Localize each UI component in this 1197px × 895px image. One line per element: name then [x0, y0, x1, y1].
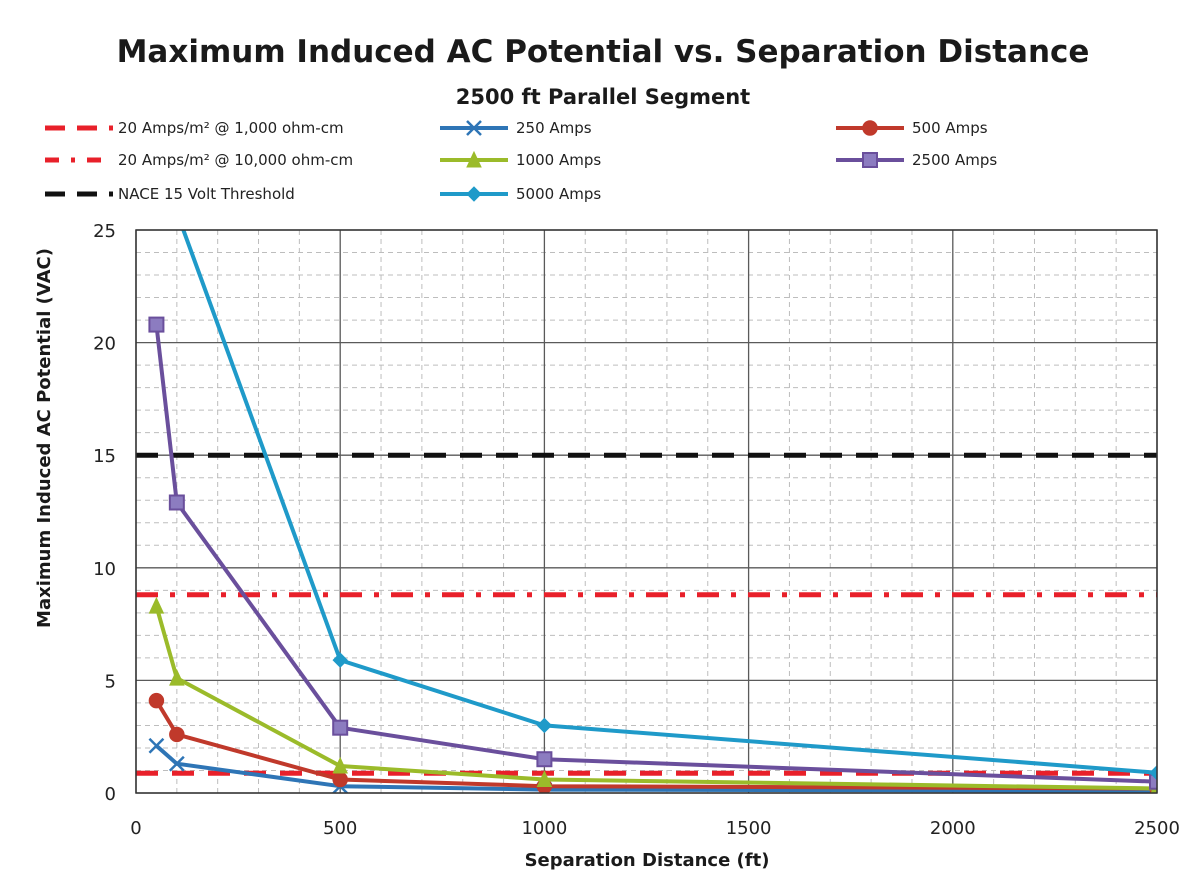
plot-frame: [135, 229, 1158, 794]
legend-label: NACE 15 Volt Threshold: [118, 185, 295, 203]
y-tick-label: 25: [93, 221, 116, 242]
x-tick-label: 2500: [1134, 818, 1180, 839]
x-tick-label: 500: [323, 818, 357, 839]
data-point: [536, 717, 553, 734]
data-point: [536, 751, 553, 768]
data-point: [168, 494, 185, 511]
x-tick-label: 0: [130, 818, 141, 839]
legend-marker: [862, 152, 878, 168]
data-point: [168, 755, 185, 772]
legend-label: 20 Amps/m² @ 10,000 ohm-cm: [118, 151, 353, 169]
data-point: [1149, 765, 1157, 781]
series-2500-amps: [148, 316, 1157, 790]
x-tick-label: 1500: [726, 818, 772, 839]
data-point: [332, 652, 348, 668]
data-point: [148, 596, 165, 614]
legend-label: 20 Amps/m² @ 1,000 ohm-cm: [118, 119, 344, 137]
series-layer: [136, 230, 1157, 793]
legend-marker: [862, 120, 878, 136]
grid: [135, 229, 1158, 794]
series-5000-amps: [181, 230, 1157, 781]
axes: 0 500 1000 1500 2000 2500 0 5 10 15 20 25: [93, 221, 1180, 839]
chart-subtitle: 2500 ft Parallel Segment: [456, 85, 750, 109]
legend-label: 2500 Amps: [912, 151, 997, 169]
legend: 20 Amps/m² @ 1,000 ohm-cm 20 Amps/m² @ 10…: [45, 119, 997, 203]
legend-marker: [466, 186, 482, 202]
legend-label: 5000 Amps: [516, 185, 601, 203]
y-tick-label: 0: [105, 784, 116, 805]
data-point: [169, 668, 185, 686]
legend-item-2500-amps: 2500 Amps: [836, 151, 997, 169]
x-axis-title: Separation Distance (ft): [525, 850, 770, 871]
y-tick-label: 5: [105, 671, 116, 692]
x-tick-label: 1000: [521, 818, 567, 839]
x-tick-label: 2000: [930, 818, 976, 839]
legend-marker: [466, 150, 482, 168]
data-point: [1149, 773, 1157, 790]
y-axis-title: Maximum Induced AC Potential (VAC): [34, 248, 55, 628]
chart-title: Maximum Induced AC Potential vs. Separat…: [117, 34, 1090, 70]
legend-item-5000-amps: 5000 Amps: [440, 185, 601, 203]
data-point: [148, 737, 165, 754]
series-1000-amps: [148, 596, 1157, 793]
legend-item-250-amps: 250 Amps: [440, 119, 592, 137]
y-tick-label: 15: [93, 446, 116, 467]
legend-item-20-amps-m-10-000-ohm-cm: 20 Amps/m² @ 10,000 ohm-cm: [45, 151, 353, 169]
y-tick-label: 10: [93, 559, 116, 580]
data-point: [332, 719, 349, 736]
data-point: [332, 756, 348, 774]
data-point: [536, 770, 553, 787]
legend-item-500-amps: 500 Amps: [836, 119, 988, 137]
legend-item-20-amps-m-1-000-ohm-cm: 20 Amps/m² @ 1,000 ohm-cm: [45, 119, 344, 137]
data-point: [332, 771, 348, 788]
legend-label: 250 Amps: [516, 119, 592, 137]
legend-label: 500 Amps: [912, 119, 988, 137]
y-tick-label: 20: [93, 334, 116, 355]
data-point: [148, 316, 165, 333]
legend-item-1000-amps: 1000 Amps: [440, 150, 601, 169]
data-point: [169, 726, 185, 743]
data-point: [148, 692, 165, 709]
legend-marker: [466, 120, 482, 136]
legend-item-nace-15-volt-threshold: NACE 15 Volt Threshold: [45, 185, 295, 203]
legend-label: 1000 Amps: [516, 151, 601, 169]
